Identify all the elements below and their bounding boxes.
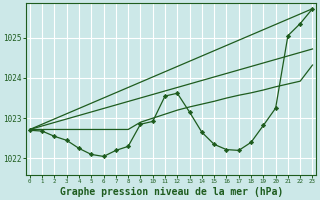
X-axis label: Graphe pression niveau de la mer (hPa): Graphe pression niveau de la mer (hPa) [60, 186, 283, 197]
